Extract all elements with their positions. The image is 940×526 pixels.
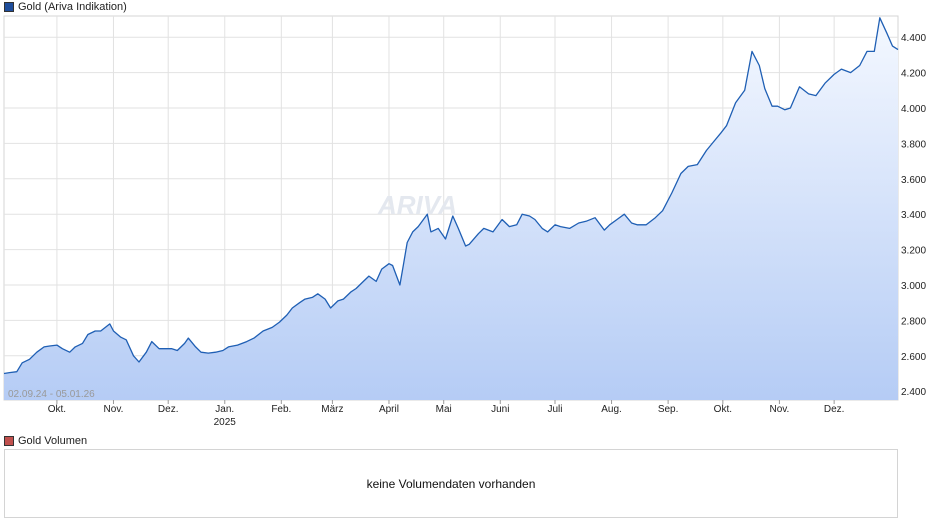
volume-panel: keine Volumendaten vorhanden — [4, 449, 898, 518]
x-tick-label: Sep. — [658, 404, 679, 415]
y-tick-label: 4.000 — [901, 104, 926, 115]
x-tick-label: Okt. — [714, 404, 732, 415]
y-tick-label: 3.800 — [901, 139, 926, 150]
price-legend: Gold (Ariva Indikation) — [4, 0, 127, 14]
x-tick-label: Dez. — [824, 404, 845, 415]
x-tick-label: Jan. — [215, 404, 234, 415]
y-tick-label: 2.600 — [901, 352, 926, 363]
x-tick-label: Mai — [436, 404, 452, 415]
price-line — [3, 17, 899, 375]
y-tick-label: 3.200 — [901, 246, 926, 257]
date-range-label: 02.09.24 - 05.01.26 — [8, 389, 95, 400]
x-tick-label: Juli — [547, 404, 562, 415]
x-tick-label: März — [321, 404, 343, 415]
y-tick-label: 4.400 — [901, 33, 926, 44]
x-tick-label: Feb. — [271, 404, 291, 415]
y-tick-label: 3.600 — [901, 175, 926, 186]
x-tick-sublabel: 2025 — [214, 417, 237, 428]
y-tick-label: 2.400 — [901, 387, 926, 398]
x-tick-label: Nov. — [104, 404, 124, 415]
volume-legend: Gold Volumen — [4, 434, 87, 448]
watermark-logo: ARIVA — [377, 190, 457, 220]
volume-legend-label: Gold Volumen — [18, 435, 88, 447]
x-tick-label: Aug. — [601, 404, 622, 415]
x-tick-label: April — [379, 404, 399, 415]
x-tick-label: Juni — [491, 404, 509, 415]
y-tick-label: 2.800 — [901, 316, 926, 327]
x-tick-label: Nov. — [769, 404, 789, 415]
y-tick-label: 3.400 — [901, 210, 926, 221]
price-legend-swatch — [4, 2, 14, 12]
volume-legend-swatch — [4, 436, 14, 446]
y-tick-label: 4.200 — [901, 69, 926, 80]
volume-empty-message: keine Volumendaten vorhanden — [366, 477, 536, 491]
x-tick-label: Okt. — [48, 404, 66, 415]
price-chart: 2.400 2.600 2.800 3.000 3.200 3.400 3.600 3.800… — [3, 15, 926, 428]
price-area-fill — [4, 17, 898, 401]
x-tick-label: Dez. — [158, 404, 179, 415]
price-legend-label: Gold (Ariva Indikation) — [18, 1, 127, 13]
y-tick-label: 3.000 — [901, 281, 926, 292]
